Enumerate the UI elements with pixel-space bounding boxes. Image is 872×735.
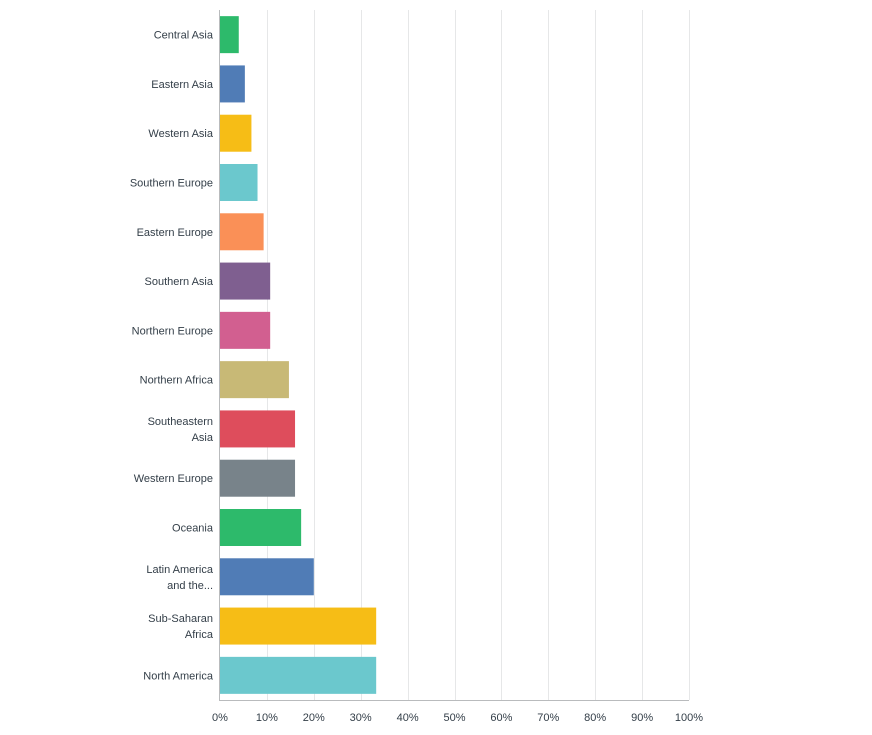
bar xyxy=(220,607,377,645)
x-tick-label: 40% xyxy=(397,712,419,724)
x-tick-label: 70% xyxy=(537,712,559,724)
bar xyxy=(220,164,258,201)
category-labels: Central Asia Eastern Asia Western Asia Sout… xyxy=(130,30,214,683)
bar xyxy=(220,459,296,497)
x-tick-label: 100% xyxy=(675,712,703,724)
category-label: Northern Africa xyxy=(140,375,214,387)
category-label: Eastern Europe xyxy=(137,227,213,239)
x-tick-label: 50% xyxy=(443,712,465,724)
x-tick-label: 90% xyxy=(631,712,653,724)
bars xyxy=(220,16,377,694)
x-tick-label: 60% xyxy=(490,712,512,724)
category-label: and the... xyxy=(167,580,213,592)
bar xyxy=(220,213,264,251)
grid-lines xyxy=(267,10,690,700)
category-label: Southern Europe xyxy=(130,178,213,190)
x-tick-label: 0% xyxy=(212,712,228,724)
category-label: Oceania xyxy=(172,523,214,535)
bar xyxy=(220,558,314,596)
category-label: Africa xyxy=(185,629,214,641)
bar xyxy=(220,16,239,54)
x-tick-label: 80% xyxy=(584,712,606,724)
category-label: Western Europe xyxy=(134,473,213,485)
bar xyxy=(220,361,289,399)
category-label: Western Asia xyxy=(148,128,213,140)
x-tick-label: 10% xyxy=(256,712,278,724)
category-label: Southeastern xyxy=(148,416,213,428)
x-tick-label: 20% xyxy=(303,712,325,724)
bar xyxy=(220,410,296,448)
category-label: North America xyxy=(143,670,214,682)
category-label: Eastern Asia xyxy=(151,79,214,91)
category-label: Central Asia xyxy=(154,30,214,42)
category-label: Latin America xyxy=(146,564,214,576)
bar xyxy=(220,114,252,152)
category-label: Sub-Saharan xyxy=(148,613,213,625)
x-tick-label: 30% xyxy=(350,712,372,724)
bar xyxy=(220,509,302,546)
x-axis-ticks: 0% 10% 20% 30% 40% 50% 60% 70% 80% 90% 100% xyxy=(212,712,703,724)
category-label: Asia xyxy=(192,432,214,444)
bar xyxy=(220,656,377,694)
category-label: Southern Asia xyxy=(145,276,214,288)
category-label: Northern Europe xyxy=(132,325,213,337)
bar xyxy=(220,65,245,103)
bar xyxy=(220,311,271,349)
bar xyxy=(220,262,271,300)
